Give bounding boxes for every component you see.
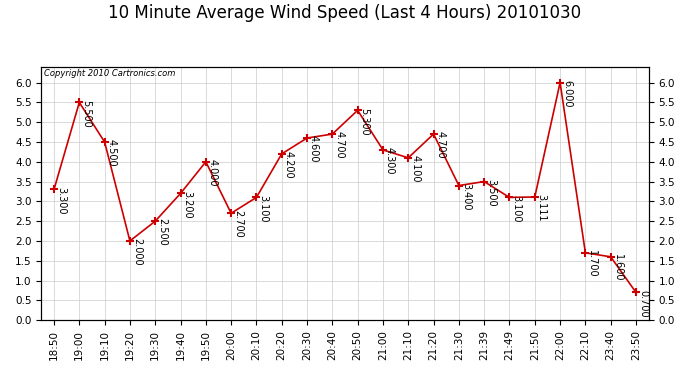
Text: 1.700: 1.700 <box>587 250 598 278</box>
Text: 4.200: 4.200 <box>284 151 294 179</box>
Text: 3.100: 3.100 <box>511 195 522 222</box>
Text: 4.100: 4.100 <box>411 155 420 183</box>
Text: 4.500: 4.500 <box>106 139 117 167</box>
Text: 2.500: 2.500 <box>157 218 167 246</box>
Text: 6.000: 6.000 <box>562 80 572 107</box>
Text: 3.300: 3.300 <box>56 187 66 214</box>
Text: 3.200: 3.200 <box>182 190 193 218</box>
Text: 5.300: 5.300 <box>359 108 370 135</box>
Text: 3.400: 3.400 <box>461 183 471 210</box>
Text: 10 Minute Average Wind Speed (Last 4 Hours) 20101030: 10 Minute Average Wind Speed (Last 4 Hou… <box>108 4 582 22</box>
Text: 4.600: 4.600 <box>309 135 319 163</box>
Text: Copyright 2010 Cartronics.com: Copyright 2010 Cartronics.com <box>44 69 176 78</box>
Text: 4.000: 4.000 <box>208 159 218 186</box>
Text: 2.000: 2.000 <box>132 238 142 266</box>
Text: 4.300: 4.300 <box>385 147 395 175</box>
Text: 2.700: 2.700 <box>233 210 243 238</box>
Text: 0.700: 0.700 <box>638 290 648 317</box>
Text: 3.500: 3.500 <box>486 179 496 206</box>
Text: 5.500: 5.500 <box>81 100 91 128</box>
Text: 3.111: 3.111 <box>537 194 546 222</box>
Text: 4.700: 4.700 <box>435 131 446 159</box>
Text: 1.600: 1.600 <box>613 254 622 282</box>
Text: 4.700: 4.700 <box>334 131 344 159</box>
Text: 3.100: 3.100 <box>258 195 268 222</box>
